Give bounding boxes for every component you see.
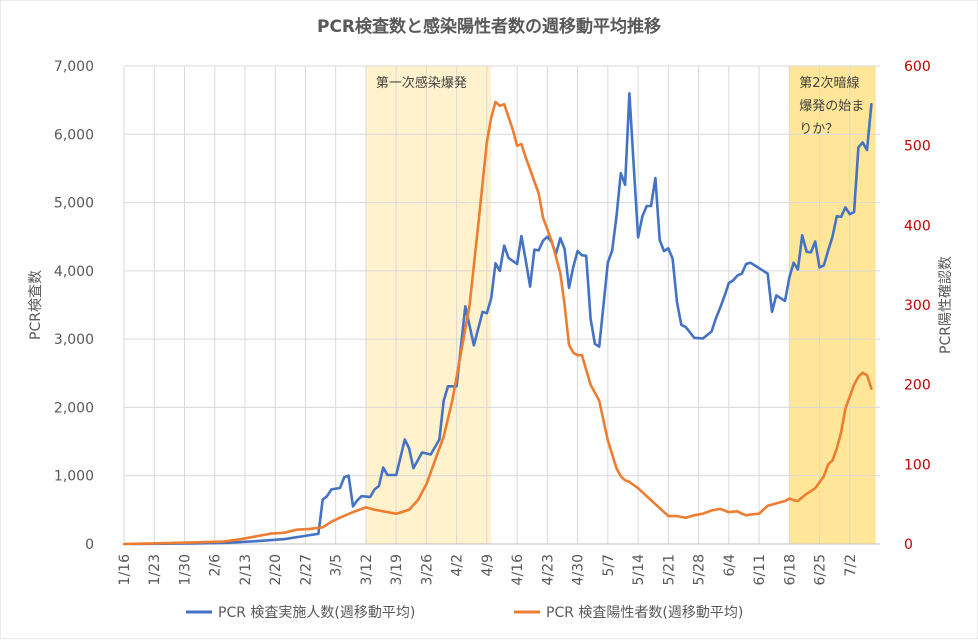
- x-tick-label: 1/23: [147, 554, 163, 585]
- x-tick-label: 5/21: [661, 554, 677, 585]
- x-tick-label: 5/28: [692, 554, 708, 585]
- x-tick-label: 6/11: [752, 554, 768, 585]
- x-tick-label: 3/5: [329, 554, 345, 577]
- annotation-text: 爆発の始ま: [799, 99, 864, 114]
- x-tick-label: 3/19: [389, 554, 405, 585]
- legend-label-1: PCR 検査実施人数(週移動平均): [218, 605, 415, 621]
- annotation-text: 第2次暗線: [799, 75, 859, 91]
- annotation-text: りか？: [799, 122, 838, 137]
- x-tick-label: 4/23: [540, 554, 556, 585]
- x-tick-label: 7/2: [843, 554, 859, 577]
- x-tick-label: 4/16: [510, 554, 526, 586]
- legend-label-2: PCR 検査陽性者数(週移動平均): [546, 605, 743, 621]
- x-tick-label: 6/25: [813, 554, 829, 585]
- x-tick-label: 2/20: [268, 554, 284, 585]
- y-tick-label-right: 400: [904, 218, 931, 234]
- y-tick-label-right: 600: [904, 59, 931, 75]
- y-tick-label-left: 2,000: [54, 400, 94, 416]
- x-tick-label: 4/2: [450, 554, 466, 577]
- x-tick-label: 5/7: [601, 554, 617, 577]
- x-tick-label: 4/9: [480, 554, 496, 577]
- annotation-text: 第一次感染爆発: [376, 75, 467, 91]
- y-axis-title-left: PCR検査数: [28, 270, 44, 340]
- y-tick-label-left: 0: [85, 537, 94, 553]
- y-tick-label-left: 6,000: [54, 127, 94, 143]
- x-tick-label: 1/30: [177, 554, 193, 585]
- y-tick-label-left: 4,000: [54, 264, 94, 280]
- y-tick-label-right: 0: [904, 537, 913, 553]
- y-tick-label-right: 100: [904, 457, 931, 473]
- y-tick-label-right: 200: [904, 378, 931, 394]
- y-tick-label-left: 1,000: [54, 469, 94, 485]
- x-tick-label: 2/27: [298, 554, 314, 585]
- y-axis-title-right: PCR陽性確認数: [938, 256, 954, 354]
- series-lines: [122, 92, 873, 546]
- x-tick-label: 6/18: [782, 554, 798, 585]
- x-tick-label: 5/14: [631, 554, 647, 586]
- y-tick-label-right: 300: [904, 298, 931, 314]
- chart-title: PCR検査数と感染陽性者数の週移動平均推移: [317, 16, 661, 37]
- x-tick-label: 4/30: [571, 554, 587, 585]
- y-tick-label-left: 7,000: [54, 59, 94, 75]
- gridlines: [123, 65, 880, 544]
- y-tick-label-left: 5,000: [54, 196, 94, 212]
- series-line-1: [131, 92, 873, 546]
- x-tick-label: 3/12: [359, 554, 375, 585]
- annotation-band-2: [789, 66, 876, 544]
- x-tick-label: 1/16: [117, 554, 133, 586]
- x-tick-label: 3/26: [419, 554, 435, 586]
- series-line-2: [122, 100, 873, 546]
- x-tick-label: 2/6: [208, 554, 224, 577]
- x-tick-label: 2/13: [238, 554, 254, 585]
- y-tick-label-right: 500: [904, 139, 931, 155]
- x-tick-label: 6/4: [722, 554, 738, 577]
- y-tick-label-left: 3,000: [54, 332, 94, 348]
- legend: PCR 検査実施人数(週移動平均) PCR 検査陽性者数(週移動平均): [186, 605, 743, 621]
